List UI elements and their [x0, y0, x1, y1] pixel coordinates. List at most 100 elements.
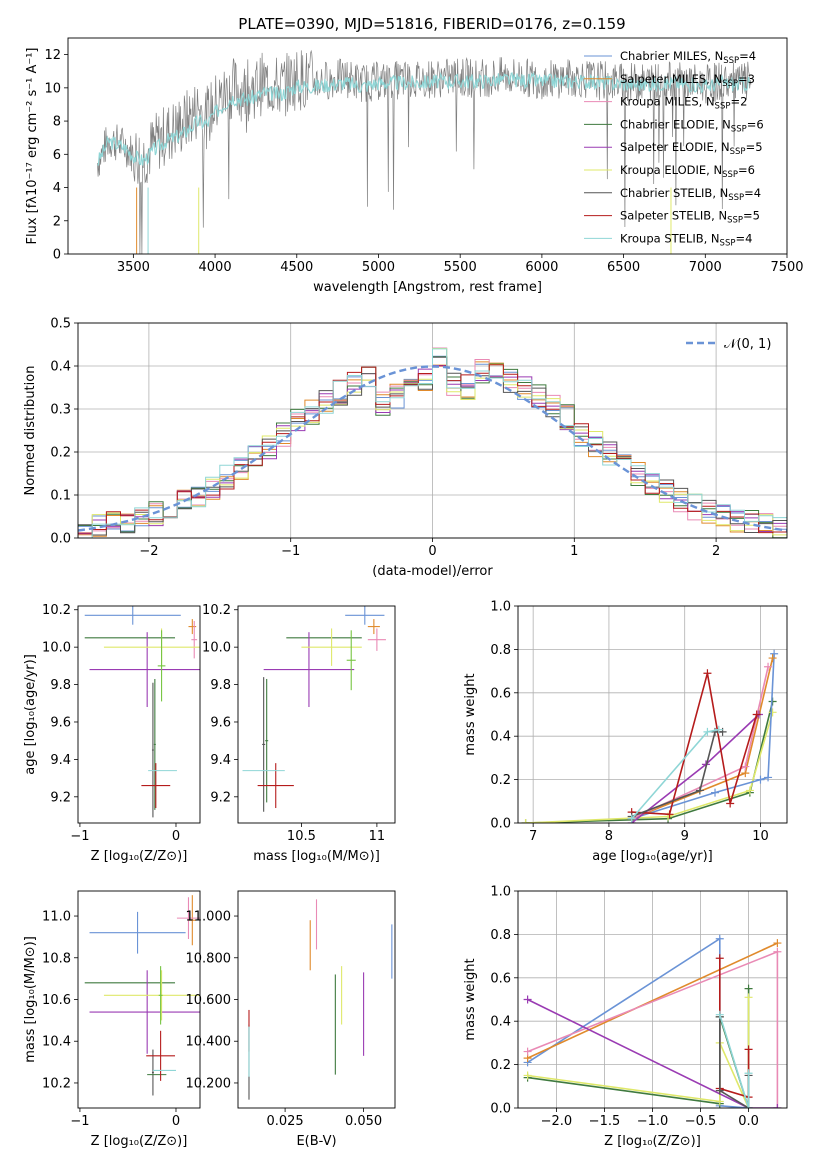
- x-tick-label: 0: [172, 829, 180, 844]
- y-tick-label: 10.6: [42, 993, 71, 1008]
- y-tick-label: 0.3: [50, 403, 71, 418]
- y-tick-label: 10.4: [42, 1035, 71, 1050]
- y-tick-label: 4: [53, 181, 61, 196]
- y-tick-label: 10.0: [42, 641, 71, 656]
- y-tick-label: 0.8: [490, 928, 511, 943]
- x-tick-label: 4000: [199, 260, 232, 275]
- y-axis-label: Normed distribution: [23, 366, 38, 496]
- x-tick-label: 0.050: [345, 1114, 382, 1129]
- weight-point-marker: [744, 993, 753, 1002]
- weight-point-marker: [726, 799, 735, 808]
- y-tick-label: 10.2: [42, 1076, 71, 1091]
- weight-point-marker: [715, 1097, 724, 1106]
- y-tick-label: 10.8: [42, 951, 71, 966]
- y-axis-label: mass weight: [463, 673, 478, 755]
- y-tick-label: 9.6: [50, 715, 71, 730]
- plot-area: [242, 606, 386, 812]
- plot-area: [97, 49, 752, 254]
- x-tick-label: −1: [281, 544, 300, 559]
- y-axis-label: age [log₁₀(age/yr)]: [23, 654, 38, 775]
- y-tick-label: 0.2: [490, 773, 511, 788]
- y-tick-label: 10.800: [186, 951, 232, 966]
- x-tick-label: 6500: [607, 260, 640, 275]
- x-tick-label: −1.0: [637, 1114, 669, 1129]
- axes-frame: [77, 322, 788, 539]
- legend-normal-label: 𝒩(0, 1): [724, 337, 771, 352]
- y-tick-label: 10.200: [186, 1076, 232, 1091]
- y-tick-label: 0.0: [490, 1102, 511, 1117]
- y-tick-label: 0.4: [50, 360, 71, 375]
- panel-mass_vs_ebv: 0.025 0.050 10.200 10.400 10.600 10.800 11.000…: [186, 890, 396, 1149]
- y-tick-label: 9.6: [210, 715, 231, 730]
- x-tick-label: 8: [605, 829, 613, 844]
- panel-age_vs_mass: 10.5 11 9.2 9.4 9.6 9.8 10.0 10.2 mass [log₁₀(M/…: [202, 603, 396, 864]
- axes-frame: [237, 890, 396, 1109]
- x-tick-label: 7000: [689, 260, 722, 275]
- y-tick-label: 0.0: [490, 817, 511, 832]
- x-tick-label: 0: [172, 1114, 180, 1129]
- axes-frame: [77, 890, 201, 1109]
- x-tick-label: 1: [570, 544, 578, 559]
- y-tick-label: 10.600: [186, 993, 232, 1008]
- panel-spectrum: 3500 4000 4500 5000 5500 6000 6500 7000 7500 0 2 4 6…: [25, 37, 804, 295]
- x-axis-label: Z [log₁₀(Z/Z⊙)]: [91, 1134, 188, 1149]
- weight-point-marker: [695, 786, 704, 795]
- y-tick-label: 0.2: [490, 1058, 511, 1073]
- y-tick-label: 9.4: [210, 753, 231, 768]
- plot-area: [248, 899, 393, 1100]
- y-tick-label: 9.2: [210, 790, 231, 805]
- weight-point-marker: [744, 1104, 753, 1108]
- x-tick-label: 0: [428, 544, 436, 559]
- model-spectrum-line: [97, 71, 751, 166]
- weight-series-line: [527, 942, 778, 1059]
- x-tick-label: 4500: [280, 260, 313, 275]
- weight-point-marker: [752, 710, 761, 719]
- x-tick-label: −2: [139, 544, 158, 559]
- y-tick-label: 12: [44, 48, 61, 63]
- weight-point-marker: [703, 727, 712, 736]
- y-tick-label: 9.2: [50, 790, 71, 805]
- spectrum-legend: Chabrier MILES, NSSP=4 Salpeter MILES, NS…: [584, 49, 764, 248]
- y-tick-label: 11.0: [42, 910, 71, 925]
- y-tick-label: 0.6: [490, 686, 511, 701]
- weight-series-line: [525, 701, 774, 823]
- axes-frame: [237, 605, 396, 824]
- figure-title: PLATE=0390, MJD=51816, FIBERID=0176, z=0…: [238, 15, 625, 33]
- y-tick-label: 10: [44, 81, 61, 96]
- plot-area: [78, 347, 787, 538]
- panel-mass_vs_Z: −1 0 10.2 10.4 10.6 10.8 11.0 Z [log₁₀(Z/Z⊙)] ma…: [23, 890, 201, 1149]
- y-tick-label: 10.0: [202, 641, 231, 656]
- y-tick-label: 0.8: [490, 643, 511, 658]
- panel-weight_vs_Z: −2.0 −1.5 −1.0 −0.5 0.0 0.0 0.2 0.4 0.6 0.8 1.0 Z […: [463, 885, 788, 1149]
- panel-age_vs_Z: −1 0 9.2 9.4 9.6 9.8 10.0 10.2 Z [log₁₀(Z/Z⊙)] ag…: [23, 603, 201, 864]
- panel-residuals: −2 −1 0 1 2 0.0 0.1 0.2 0.3 0.4 0.5 (data-model)/er…: [23, 317, 788, 579]
- y-tick-label: 9.8: [50, 678, 71, 693]
- x-tick-label: 9: [681, 829, 689, 844]
- y-tick-label: 0.2: [50, 446, 71, 461]
- weight-point-marker: [764, 662, 773, 671]
- x-tick-label: 7: [529, 829, 537, 844]
- x-tick-label: 3500: [117, 260, 150, 275]
- weight-point-marker: [773, 939, 782, 948]
- legend-entry: Kroupa MILES, NSSP=2: [620, 95, 747, 112]
- axes-frame: [517, 605, 788, 824]
- axes-frame: [77, 605, 201, 824]
- weight-point-marker: [715, 934, 724, 943]
- x-tick-label: 2: [712, 544, 720, 559]
- weight-point-marker: [715, 954, 724, 963]
- x-tick-label: 0.0: [738, 1114, 759, 1129]
- y-tick-label: 10.2: [42, 603, 71, 618]
- weight-point-marker: [768, 654, 777, 663]
- y-axis-label: mass [log₁₀(M/M⊙)]: [23, 936, 38, 1063]
- x-tick-label: 11: [369, 829, 386, 844]
- y-tick-label: 0.5: [50, 317, 71, 332]
- y-tick-label: 11.000: [186, 910, 232, 925]
- y-tick-label: 0.4: [490, 1015, 511, 1030]
- x-tick-label: −1.5: [589, 1114, 621, 1129]
- x-axis-label: E(B-V): [296, 1134, 336, 1149]
- weight-point-marker: [770, 649, 779, 658]
- weight-point-marker: [744, 1045, 753, 1054]
- x-tick-label: 10: [752, 829, 769, 844]
- weight-point-marker: [756, 775, 765, 784]
- y-tick-label: 0.0: [50, 532, 71, 547]
